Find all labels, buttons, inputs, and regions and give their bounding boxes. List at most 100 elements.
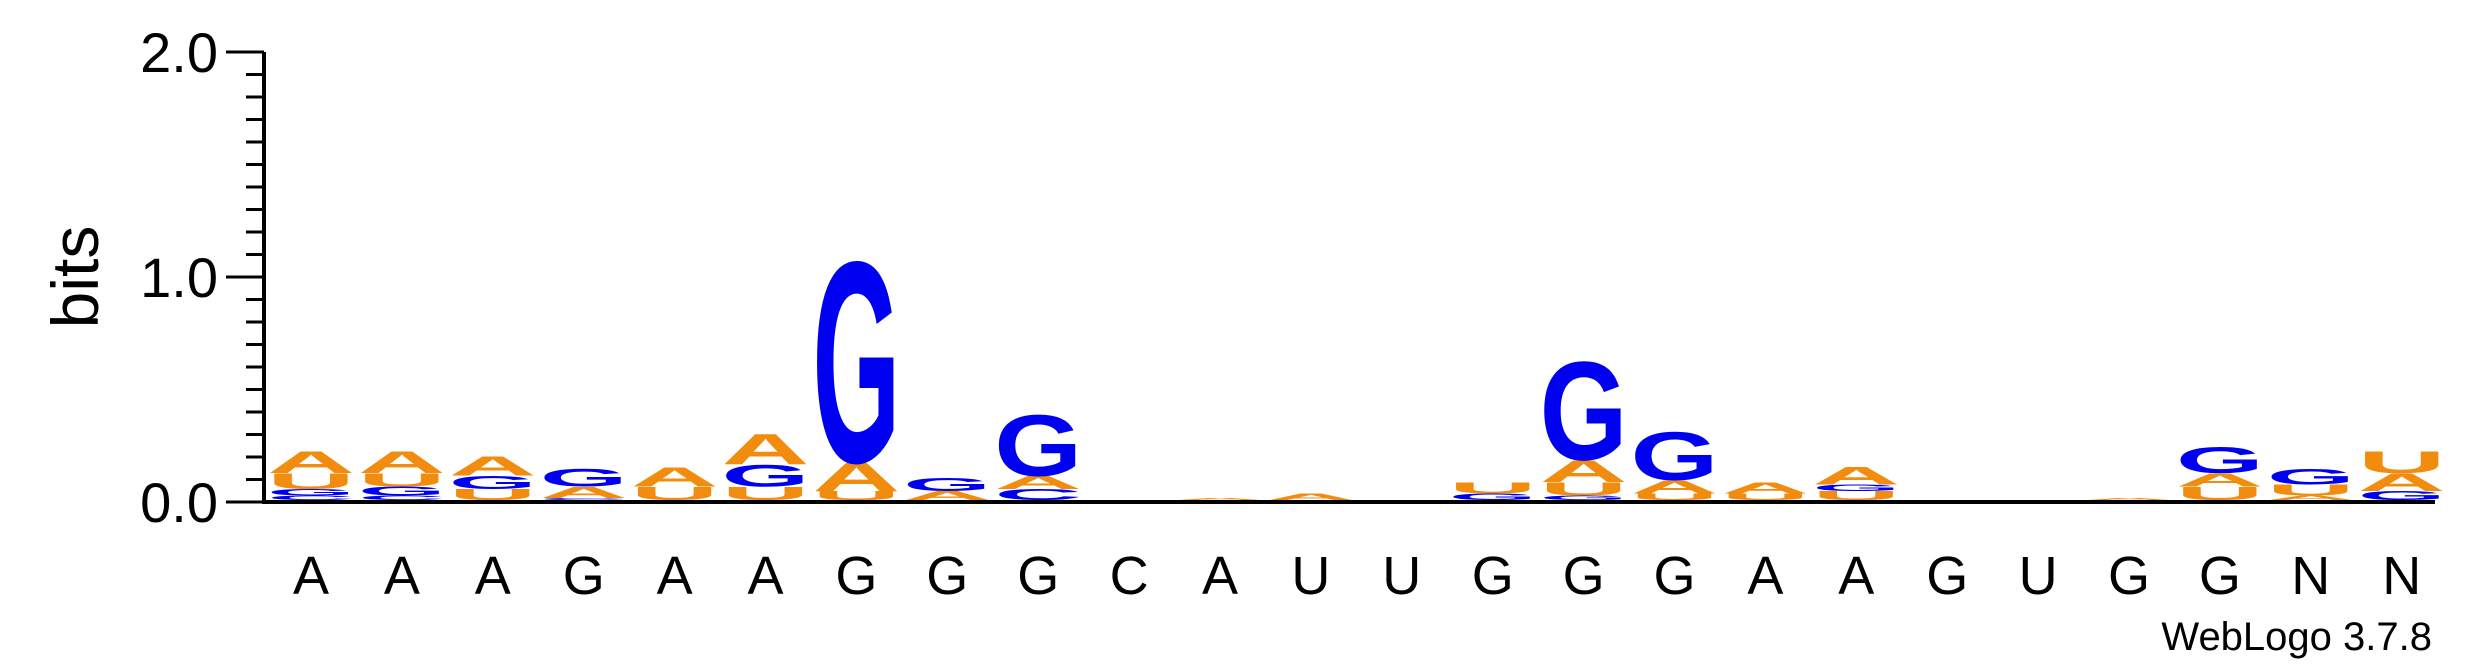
logo-letter-G: G [1812,483,1900,494]
x-tick-label: A [1202,546,1238,606]
logo-letter-U: U [449,486,537,503]
logo-letter-glyph: A [2267,494,2355,501]
logo-letter-glyph: A [1540,454,1628,489]
logo-letter-U: U [631,483,719,504]
logo-letter-glyph: U [1812,489,1900,503]
logo-letter-glyph: U [449,486,537,503]
logo-letter-U: U [1449,479,1537,496]
logo-letter-U: U [358,470,446,491]
logo-letter-A: A [1267,492,1355,502]
logo-letter-glyph: A [1812,462,1900,490]
logo-letter-glyph: U [1630,492,1718,502]
x-tick-label: G [1563,546,1605,606]
logo-letter-glyph: G [1540,333,1628,491]
logo-letter-A: A [2267,494,2355,501]
logo-letter-glyph: U [1721,492,1809,502]
logo-letter-glyph: A [358,445,446,480]
logo-letter-glyph: C [994,486,1082,503]
x-tick-label: N [2291,546,2330,606]
logo-letter-glyph: A [2358,468,2446,496]
x-tick-label: A [1838,546,1874,606]
logo-letter-G: G [358,484,446,498]
logo-letter-glyph: A [1176,497,1264,500]
logo-letter-glyph: U [358,470,446,491]
logo-letter-glyph: G [1812,483,1900,494]
logo-letter-glyph: C [267,494,355,501]
logo-letter-glyph: U [2176,483,2264,504]
logo-letter-C: C [540,497,628,500]
logo-letter-G: G [1540,333,1628,491]
logo-letter-U: U [2358,445,2446,480]
logo-letter-U: U [812,489,900,503]
y-axis-label: bits [38,226,112,329]
logo-letter-glyph: A [994,472,1082,493]
logo-letter-glyph: A [2085,497,2173,500]
logo-letter-G: G [722,458,810,493]
logo-letter-glyph: U [631,483,719,504]
logo-letter-G: G [1449,492,1537,503]
logo-letter-A: A [449,450,537,481]
logo-letter-U: U [1540,479,1628,500]
x-tick-label: G [835,546,877,606]
y-tick-label: 0.0 [140,471,218,534]
logo-letter-glyph: U [2267,481,2355,498]
logo-letter-A: A [358,445,446,480]
logo-letter-G: G [540,464,628,492]
logo-letter-U: U [1812,489,1900,503]
logo-letter-A: A [1630,476,1718,497]
logo-letter-U: U [2267,481,2355,498]
logo-letter-glyph: G [1449,492,1537,503]
x-tick-label: U [2019,546,2058,606]
logo-letter-G: G [1631,417,1719,494]
logo-letter-glyph: A [449,450,537,481]
logo-letter-glyph: U [721,483,809,504]
y-ticks: 0.0 1.0 2.0 [140,21,264,534]
logo-letter-A: A [2176,470,2264,491]
logo-letter-A: A [903,489,991,503]
logo-letter-A: A [1721,479,1809,496]
logo-letter-glyph: A [631,461,719,492]
logo-letter-G: G [903,474,991,495]
logo-letter-glyph: A [812,455,900,500]
x-tick-label: A [657,546,693,606]
logo-letter-glyph: U [2358,445,2446,480]
weblogo-watermark: WebLogo 3.7.8 [2161,615,2432,659]
x-tick-label: C [1110,546,1149,606]
y-tick-label: 1.0 [140,246,218,309]
logo-letter-C: C [994,486,1082,503]
logo-letter-A: A [631,461,719,492]
logo-letter-G: G [994,397,1082,495]
logo-letter-A: A [540,484,628,501]
logo-letter-glyph: U [1449,479,1537,496]
logo-letter-glyph: G [2267,465,2355,489]
logo-letter-U: U [2176,483,2264,504]
logo-letter-glyph: G [1631,417,1719,494]
x-tick-label: G [2108,546,2150,606]
logo-letter-A: A [812,455,900,500]
logo-letter-glyph: A [721,425,809,474]
logo-letter-A: A [1812,462,1900,490]
logo-letter-glyph: G [540,464,628,492]
logo-letter-C: C [267,494,355,501]
logo-letter-A: A [721,425,809,474]
x-tick-label: G [2199,546,2241,606]
x-tick-label: G [1017,546,1059,606]
logo-letter-G: G [2176,439,2264,481]
logo-letter-glyph: A [1267,492,1355,502]
logo-letter-G: G [2358,489,2446,503]
logo-letter-glyph: G [903,474,991,495]
logo-letter-A: A [1540,454,1628,489]
logo-letter-U: U [721,483,809,504]
logo-letter-glyph: G [2358,489,2446,503]
x-tick-label: G [563,546,605,606]
logo-letter-glyph: C [540,497,628,500]
logo-letter-G: G [267,487,355,498]
x-tick-label: G [1926,546,1968,606]
logo-letter-U: U [1630,492,1718,502]
logo-letter-A: A [2085,497,2173,500]
logo-letter-glyph: C [358,494,446,501]
logo-letter-glyph: U [267,469,355,493]
